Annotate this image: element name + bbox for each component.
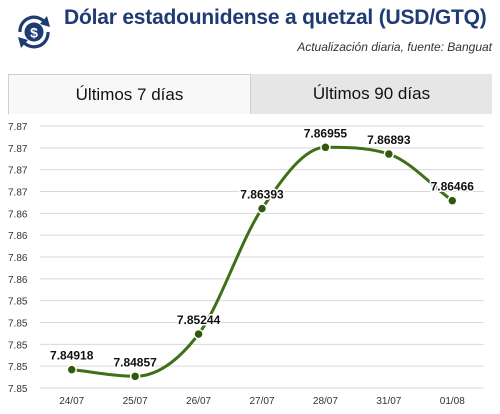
data-point [193, 328, 204, 340]
y-tick-label: 7.86 [8, 275, 28, 286]
data-label: 7.84918 [50, 349, 94, 363]
x-tick-label: 25/07 [123, 396, 148, 407]
page-title: Dólar estadounidense a quetzal (USD/GTQ) [64, 6, 487, 29]
data-point [129, 371, 141, 382]
series-line [71, 145, 454, 378]
data-point [320, 142, 331, 153]
x-tick-label: 26/07 [186, 396, 211, 407]
data-point [447, 195, 458, 206]
y-tick-label: 7.85 [8, 384, 28, 395]
data-label: 7.84857 [113, 355, 157, 369]
y-tick-label: 7.85 [8, 340, 28, 351]
range-tabs: Últimos 7 días Últimos 90 días [8, 74, 492, 114]
x-tick-label: 27/07 [249, 396, 274, 407]
y-tick-label: 7.87 [8, 188, 28, 199]
y-tick-label: 7.87 [8, 166, 28, 177]
svg-text:$: $ [30, 25, 38, 41]
y-tick-label: 7.87 [8, 122, 28, 133]
page-subtitle: Actualización diaria, fuente: Banguat [297, 40, 492, 54]
data-label: 7.85244 [177, 313, 221, 327]
data-point [256, 203, 268, 214]
data-label: 7.86955 [304, 126, 348, 140]
x-tick-label: 28/07 [313, 396, 338, 407]
y-tick-label: 7.86 [8, 253, 28, 264]
header: $ Dólar estadounidense a quetzal (USD/GT… [0, 0, 500, 70]
y-tick-label: 7.85 [8, 297, 28, 308]
data-point [383, 148, 395, 160]
y-tick-label: 7.85 [8, 362, 28, 373]
x-tick-label: 31/07 [376, 396, 401, 407]
tab-90-days[interactable]: Últimos 90 días [312, 84, 431, 103]
data-label: 7.86393 [240, 188, 284, 202]
data-label: 7.86893 [367, 133, 411, 147]
x-tick-label: 01/08 [440, 396, 465, 407]
data-point [66, 364, 77, 375]
data-label: 7.86466 [431, 180, 475, 194]
currency-exchange-icon: $ [18, 15, 50, 49]
y-tick-label: 7.86 [8, 209, 28, 220]
x-tick-label: 24/07 [59, 396, 84, 407]
y-tick-label: 7.86 [8, 231, 28, 242]
y-tick-label: 7.87 [8, 144, 28, 155]
y-tick-label: 7.85 [8, 319, 28, 330]
tab-7-days[interactable]: Últimos 7 días [8, 74, 251, 114]
exchange-rate-chart: 7.87 7.87 7.87 7.87 7.86 7.86 7.86 7.86 7.85 7.85… [8, 122, 484, 407]
